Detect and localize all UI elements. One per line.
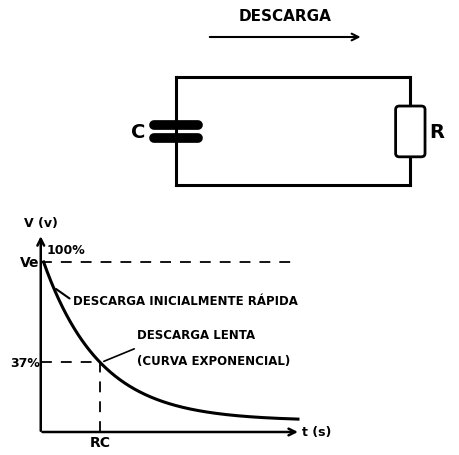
- Text: DESCARGA: DESCARGA: [238, 9, 331, 24]
- Text: 100%: 100%: [47, 243, 85, 256]
- Text: V (v): V (v): [24, 216, 57, 229]
- Text: DESCARGA INICIALMENTE RÁPIDA: DESCARGA INICIALMENTE RÁPIDA: [73, 294, 297, 307]
- Text: 37%: 37%: [10, 356, 39, 369]
- Text: R: R: [428, 123, 443, 142]
- Text: (CURVA EXPONENCIAL): (CURVA EXPONENCIAL): [137, 354, 290, 367]
- Text: C: C: [131, 123, 145, 142]
- Text: RC: RC: [90, 435, 110, 449]
- Text: t (s): t (s): [302, 425, 331, 439]
- Text: Ve: Ve: [20, 255, 39, 269]
- FancyBboxPatch shape: [395, 107, 424, 157]
- Text: DESCARGA LENTA: DESCARGA LENTA: [137, 329, 254, 342]
